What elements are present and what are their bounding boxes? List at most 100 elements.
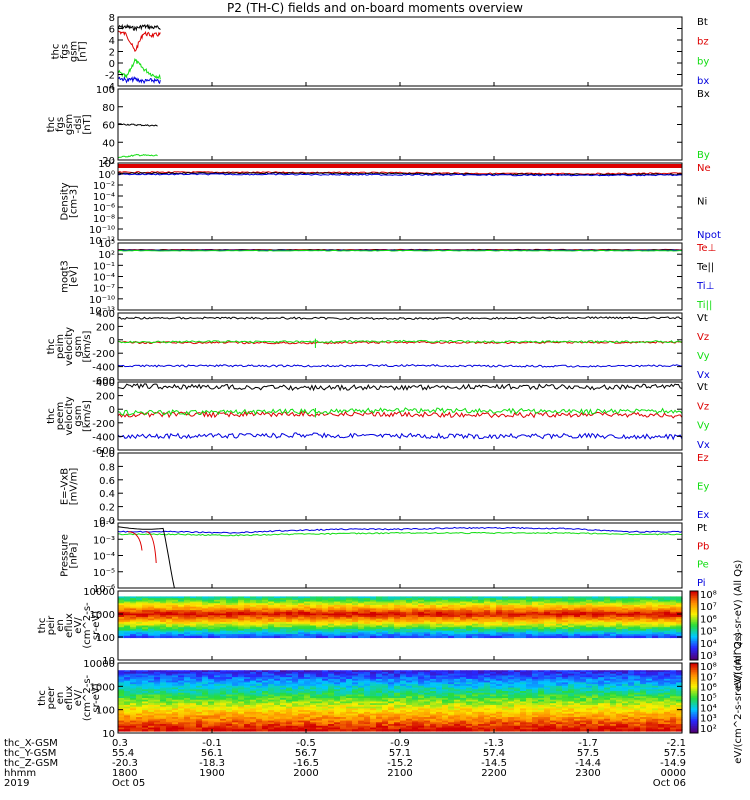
spectrogram-cell [478, 610, 485, 613]
spectrogram-cell [484, 622, 491, 625]
spectrogram-cell [568, 630, 575, 633]
spectrogram-cell [118, 601, 125, 604]
spectrogram-cell [574, 628, 581, 632]
spectrogram-cell [394, 606, 401, 609]
spectrogram-cell [268, 680, 275, 683]
spectrogram-cell [550, 694, 557, 697]
spectrogram-cell [310, 603, 317, 606]
spectrogram-cell [502, 710, 509, 713]
spectrogram-cell [616, 685, 623, 689]
spectrogram-cell [466, 711, 473, 715]
spectrogram-cell [250, 703, 257, 706]
spectrogram-cell [250, 704, 257, 708]
spectrogram-cell [550, 675, 557, 678]
spectrogram-cell [184, 670, 191, 673]
spectrogram-cell [556, 601, 563, 604]
spectrogram-cell [670, 685, 677, 689]
spectrogram-cell [448, 601, 455, 604]
spectrogram-cell [580, 701, 587, 704]
spectrogram-cell [562, 673, 569, 677]
spectrogram-cell [274, 698, 281, 701]
spectrogram-cell [328, 608, 335, 611]
spectrogram-cell [316, 677, 323, 680]
spectrogram-cell [136, 682, 143, 685]
spectrogram-cell [256, 635, 263, 639]
spectrogram-cell [508, 604, 515, 608]
series-line-vy [117, 339, 683, 344]
spectrogram-cell [556, 616, 563, 620]
spectrogram-cell [628, 713, 635, 716]
spectrogram-cell [208, 694, 215, 697]
spectrogram-cell [586, 634, 593, 637]
spectrogram-cell [304, 598, 311, 601]
spectrogram-cell [382, 691, 389, 694]
spectrogram-cell [376, 708, 383, 711]
spectrogram-cell [184, 706, 191, 710]
spectrogram-cell [436, 717, 443, 720]
spectrogram-cell [526, 616, 533, 620]
spectrogram-cell [508, 687, 515, 690]
spectrogram-cell [238, 610, 245, 613]
spectrogram-cell [598, 708, 605, 711]
spectrogram-cell [466, 635, 473, 639]
spectrogram-cell [442, 603, 449, 606]
spectrogram-cell [130, 685, 137, 689]
spectrogram-cell [136, 673, 143, 677]
spectrogram-cell [118, 671, 125, 675]
spectrogram-cell [178, 603, 185, 606]
spectrogram-cell [646, 703, 653, 706]
spectrogram-cell [196, 670, 203, 673]
spectrogram-cell [466, 613, 473, 616]
spectrogram-cell [484, 675, 491, 678]
spectrogram-cell [322, 699, 329, 703]
spectrogram-cell [250, 630, 257, 633]
spectrogram-cell [160, 718, 167, 722]
spectrogram-cell [616, 598, 623, 601]
spectrogram-cell [394, 678, 401, 682]
spectrogram-cell [196, 691, 203, 694]
spectrogram-cell [334, 608, 341, 611]
spectrogram-cell [640, 680, 647, 683]
spectrogram-cell [652, 717, 659, 720]
spectrogram-cell [346, 708, 353, 711]
spectrogram-cell [568, 616, 575, 620]
spectrogram-cell [130, 678, 137, 682]
spectrogram-cell [556, 704, 563, 708]
spectrogram-cell [226, 604, 233, 608]
spectrogram-cell [154, 699, 161, 703]
spectrogram-cell [190, 692, 197, 696]
spectrogram-cell [634, 680, 641, 683]
spectrogram-cell [568, 684, 575, 687]
spectrogram-cell [454, 715, 461, 718]
spectrogram-cell [466, 692, 473, 696]
spectrogram-cell [448, 620, 455, 623]
spectrogram-cell [400, 691, 407, 694]
spectrogram-cell [544, 696, 551, 699]
spectrogram-cell [622, 692, 629, 696]
spectrogram-cell [172, 717, 179, 720]
spectrogram-cell [514, 671, 521, 675]
spectrogram-cell [406, 671, 413, 675]
spectrogram-cell [304, 618, 311, 621]
spectrogram-cell [652, 634, 659, 637]
spectrogram-cell [232, 677, 239, 680]
spectrogram-cell [316, 596, 323, 599]
spectrogram-cell [310, 715, 317, 718]
spectrogram-cell [610, 628, 617, 632]
spectrogram-cell [664, 608, 671, 611]
spectrogram-cell [514, 689, 521, 692]
spectrogram-cell [208, 682, 215, 685]
spectrogram-cell [256, 704, 263, 708]
spectrogram-cell [214, 678, 221, 682]
spectrogram-cell [310, 717, 317, 720]
spectrogram-cell [298, 684, 305, 687]
spectrogram-cell [130, 706, 137, 710]
spectrogram-cell [322, 620, 329, 623]
spectrogram-cell [400, 618, 407, 621]
spectrogram-cell [526, 622, 533, 625]
spectrogram-cell [562, 632, 569, 635]
spectrogram-cell [370, 622, 377, 625]
spectrogram-cell [190, 717, 197, 720]
spectrogram-cell [274, 704, 281, 708]
spectrogram-cell [208, 596, 215, 599]
